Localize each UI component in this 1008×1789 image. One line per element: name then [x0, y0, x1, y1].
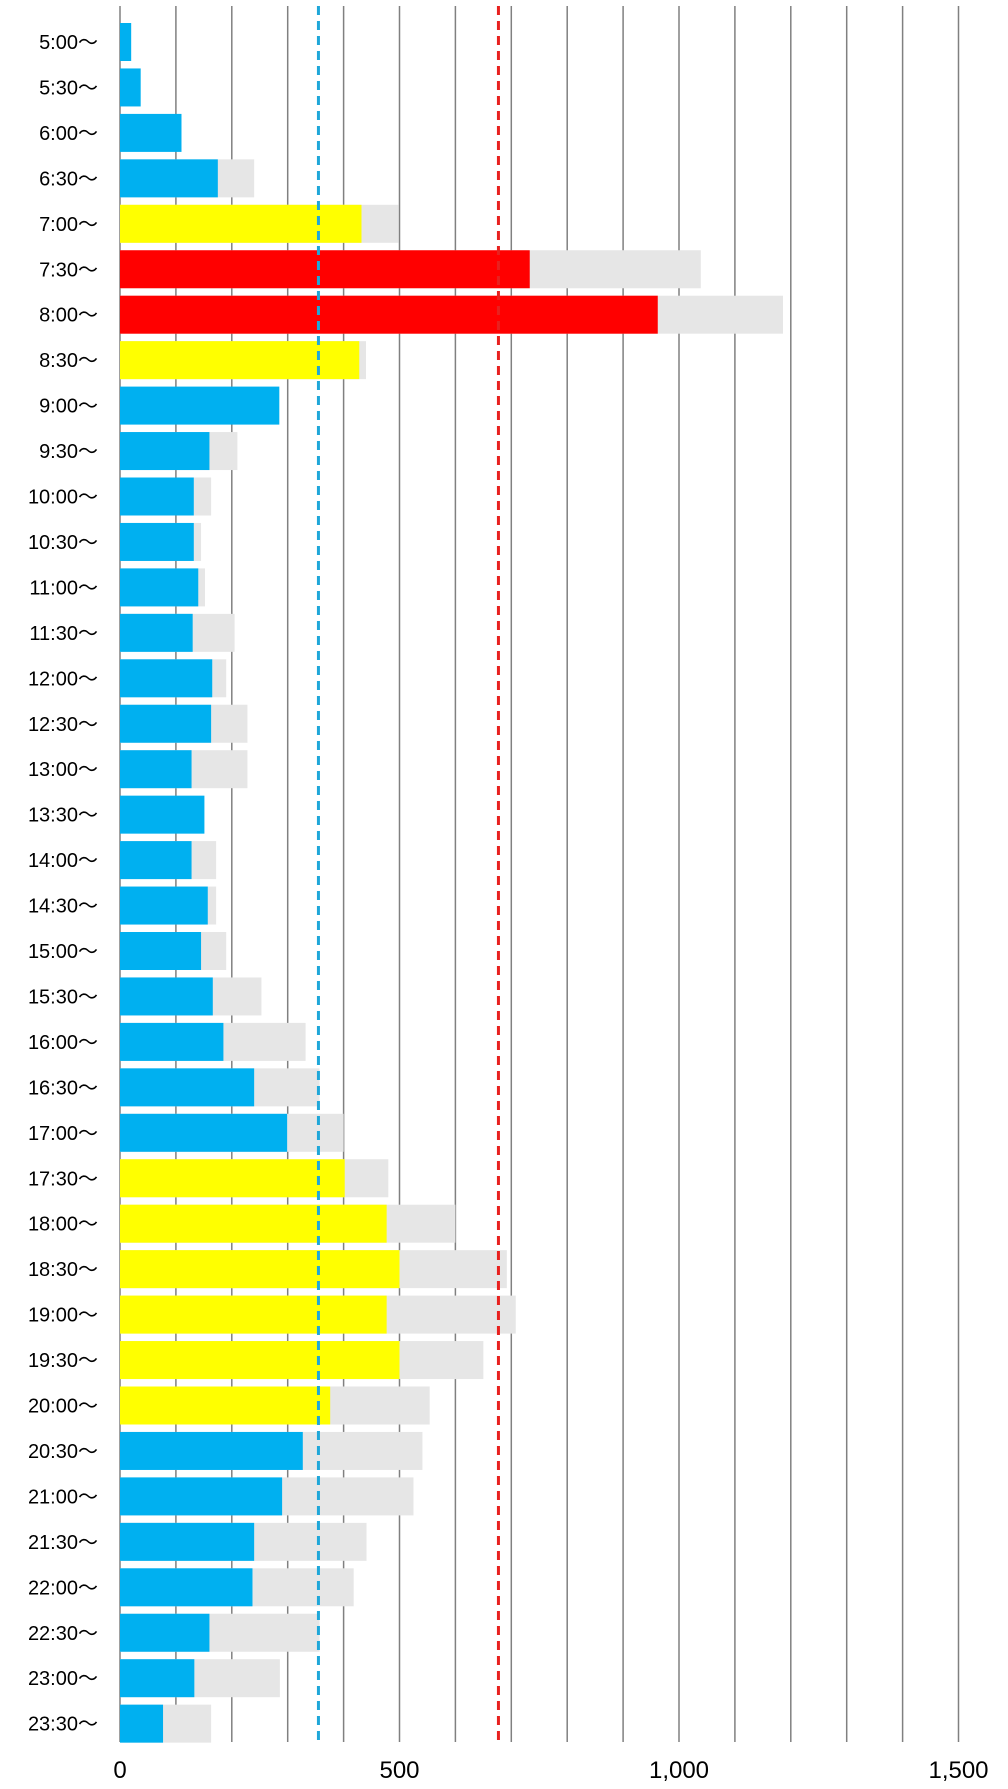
bar-primary-13: [120, 613, 193, 652]
bar-primary-22: [120, 1022, 224, 1061]
bar-primary-29: [120, 1341, 400, 1380]
category-label-18: 14:00〜: [28, 850, 98, 872]
category-label-16: 13:00〜: [28, 759, 98, 781]
category-label-7: 8:30〜: [39, 350, 98, 372]
bar-primary-10: [120, 477, 194, 516]
category-label-33: 21:30〜: [28, 1532, 98, 1554]
category-label-19: 14:30〜: [28, 896, 98, 918]
bar-primary-30: [120, 1386, 331, 1425]
category-label-24: 17:00〜: [28, 1123, 98, 1145]
bar-primary-0: [120, 23, 132, 61]
bar-primary-12: [120, 568, 199, 607]
bar-primary-14: [120, 659, 213, 698]
bar-primary-32: [120, 1477, 283, 1516]
category-label-4: 7:00〜: [39, 214, 98, 236]
bar-primary-7: [120, 341, 360, 380]
x-tick-labels: 0 500 1,000 1,500: [113, 1757, 988, 1784]
category-label-23: 16:30〜: [28, 1077, 98, 1099]
category-label-34: 22:00〜: [28, 1577, 98, 1599]
bar-primary-1: [120, 68, 141, 107]
category-label-26: 18:00〜: [28, 1214, 98, 1236]
category-label-32: 21:00〜: [28, 1486, 98, 1508]
category-label-15: 12:30〜: [28, 714, 98, 736]
bar-primary-19: [120, 886, 208, 925]
category-label-28: 19:00〜: [28, 1305, 98, 1327]
bar-primary-3: [120, 159, 218, 198]
bar-primary-31: [120, 1431, 303, 1470]
category-label-5: 7:30〜: [39, 259, 98, 281]
category-label-2: 6:00〜: [39, 123, 98, 145]
category-label-10: 10:00〜: [28, 487, 98, 509]
bar-primary-8: [120, 386, 280, 425]
category-label-14: 12:00〜: [28, 668, 98, 690]
bar-primary-27: [120, 1250, 400, 1289]
category-label-3: 6:30〜: [39, 168, 98, 190]
grid-lines: [119, 6, 960, 1742]
category-label-8: 9:00〜: [39, 396, 98, 418]
category-label-36: 23:00〜: [28, 1668, 98, 1690]
bar-primary-33: [120, 1522, 255, 1561]
bar-primary-37: [120, 1704, 164, 1743]
category-label-6: 8:00〜: [39, 305, 98, 327]
bar-primary-4: [120, 204, 362, 243]
bar-primary-28: [120, 1295, 387, 1334]
bar-primary-36: [120, 1659, 195, 1698]
category-label-37: 23:30〜: [28, 1714, 98, 1736]
category-label-9: 9:30〜: [39, 441, 98, 463]
category-label-11: 10:30〜: [28, 532, 98, 554]
bar-primary-23: [120, 1068, 255, 1107]
bar-primary-21: [120, 977, 213, 1016]
category-label-17: 13:30〜: [28, 805, 98, 827]
category-label-21: 15:30〜: [28, 986, 98, 1008]
bar-primary-17: [120, 795, 205, 834]
category-label-27: 18:30〜: [28, 1259, 98, 1281]
category-label-30: 20:00〜: [28, 1396, 98, 1418]
bar-primary-26: [120, 1204, 387, 1243]
reference-lines: [316, 6, 500, 1742]
bar-primary-34: [120, 1568, 253, 1607]
category-label-25: 17:30〜: [28, 1168, 98, 1190]
x-tick-label-3: 1,500: [928, 1757, 988, 1784]
category-label-12: 11:00〜: [29, 577, 98, 599]
bar-primary-24: [120, 1113, 288, 1152]
bar-primary-5: [120, 250, 530, 289]
bar-primary-18: [120, 841, 192, 880]
bar-primary-6: [120, 295, 658, 334]
category-label-20: 15:00〜: [28, 941, 98, 963]
category-label-29: 19:30〜: [28, 1350, 98, 1372]
bar-primary-15: [120, 704, 212, 743]
x-tick-label-2: 1,000: [649, 1757, 709, 1784]
bar-primary-2: [120, 113, 182, 152]
category-label-1: 5:30〜: [39, 77, 98, 99]
bars: [120, 23, 783, 1743]
bar-primary-11: [120, 522, 194, 561]
x-tick-label-1: 500: [379, 1757, 419, 1784]
category-label-22: 16:00〜: [28, 1032, 98, 1054]
bar-primary-9: [120, 432, 210, 471]
bar-primary-35: [120, 1613, 210, 1652]
category-label-0: 5:00〜: [39, 32, 98, 54]
category-label-35: 22:30〜: [28, 1623, 98, 1645]
x-tick-label-0: 0: [113, 1757, 126, 1784]
bar-primary-25: [120, 1159, 345, 1198]
category-label-31: 20:30〜: [28, 1441, 98, 1463]
category-labels: 5:00〜 5:30〜 6:00〜 6:30〜 7:00〜 7:30〜 8:00〜 8:30〜…: [28, 32, 98, 1736]
category-label-13: 11:30〜: [29, 623, 98, 645]
bar-primary-20: [120, 932, 202, 970]
bar-primary-16: [120, 750, 192, 789]
